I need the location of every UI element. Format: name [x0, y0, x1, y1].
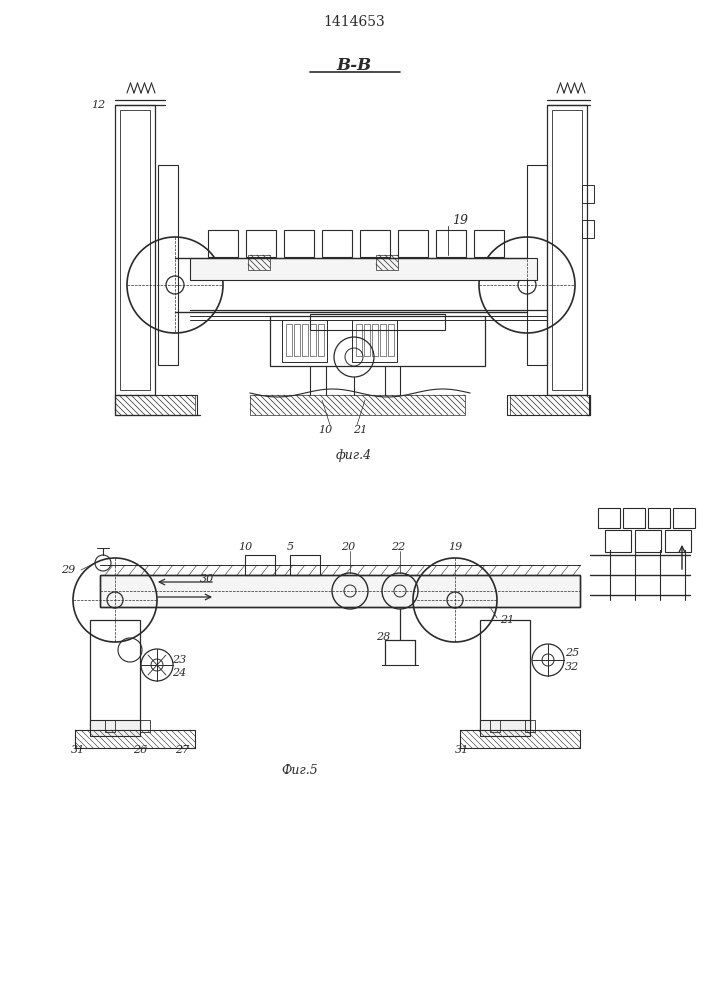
Bar: [460, 730, 580, 748]
Bar: [90, 720, 140, 736]
Bar: [90, 620, 140, 730]
Bar: [246, 230, 276, 257]
Bar: [436, 230, 466, 257]
Bar: [364, 324, 370, 356]
Bar: [398, 230, 428, 257]
Bar: [474, 230, 504, 257]
Bar: [115, 395, 197, 415]
Bar: [115, 105, 155, 395]
Bar: [547, 105, 587, 395]
Text: фиг.4: фиг.4: [336, 448, 372, 462]
Bar: [290, 555, 320, 575]
Bar: [286, 324, 292, 356]
Text: 1414653: 1414653: [323, 15, 385, 29]
Bar: [507, 395, 589, 415]
Bar: [140, 720, 150, 732]
Bar: [598, 508, 620, 528]
Bar: [250, 395, 465, 415]
Text: Фиг.5: Фиг.5: [281, 764, 318, 776]
Text: 23: 23: [172, 655, 186, 665]
Bar: [115, 395, 195, 415]
Bar: [490, 720, 500, 732]
Text: 10: 10: [318, 425, 332, 435]
Text: 24: 24: [172, 668, 186, 678]
Bar: [75, 730, 195, 748]
Bar: [623, 508, 645, 528]
Bar: [105, 720, 115, 732]
Bar: [480, 620, 530, 730]
Text: 19: 19: [448, 542, 462, 552]
Text: B-B: B-B: [337, 56, 372, 74]
Bar: [302, 324, 308, 356]
Text: 25: 25: [565, 648, 579, 658]
Text: 32: 32: [565, 662, 579, 672]
Text: 31: 31: [71, 745, 85, 755]
Bar: [158, 165, 178, 365]
Bar: [120, 110, 150, 390]
Bar: [100, 575, 580, 607]
Bar: [527, 165, 547, 365]
Bar: [208, 230, 238, 257]
Bar: [376, 255, 398, 270]
Text: 22: 22: [391, 542, 405, 552]
Bar: [480, 720, 530, 736]
Bar: [552, 110, 582, 390]
Text: 29: 29: [61, 565, 75, 575]
Bar: [356, 324, 362, 356]
Text: 27: 27: [175, 745, 189, 755]
Text: 10: 10: [238, 542, 252, 552]
Bar: [248, 255, 270, 270]
Text: 21: 21: [500, 615, 514, 625]
Text: 21: 21: [353, 425, 367, 435]
Bar: [673, 508, 695, 528]
Bar: [605, 530, 631, 552]
Text: 26: 26: [133, 745, 147, 755]
Bar: [75, 730, 195, 748]
Bar: [380, 324, 386, 356]
Bar: [100, 575, 580, 607]
Bar: [582, 185, 594, 203]
Bar: [322, 230, 352, 257]
Bar: [270, 316, 485, 366]
Bar: [648, 508, 670, 528]
Bar: [388, 324, 394, 356]
Text: 31: 31: [455, 745, 469, 755]
Bar: [294, 324, 300, 356]
Text: 19: 19: [452, 214, 468, 227]
Bar: [665, 530, 691, 552]
Bar: [245, 555, 275, 575]
Bar: [582, 220, 594, 238]
Bar: [372, 324, 378, 356]
Text: 30: 30: [200, 574, 214, 584]
Bar: [284, 230, 314, 257]
Bar: [460, 730, 580, 748]
Bar: [190, 258, 537, 280]
Bar: [360, 230, 390, 257]
Bar: [282, 320, 327, 362]
Bar: [318, 324, 324, 356]
Text: 20: 20: [341, 542, 355, 552]
Text: 12: 12: [90, 100, 105, 110]
Bar: [352, 320, 397, 362]
Bar: [525, 720, 535, 732]
Bar: [310, 314, 445, 330]
Text: 5: 5: [286, 542, 293, 552]
Bar: [635, 530, 661, 552]
Bar: [510, 395, 590, 415]
Bar: [310, 324, 316, 356]
Text: 28: 28: [375, 632, 390, 642]
